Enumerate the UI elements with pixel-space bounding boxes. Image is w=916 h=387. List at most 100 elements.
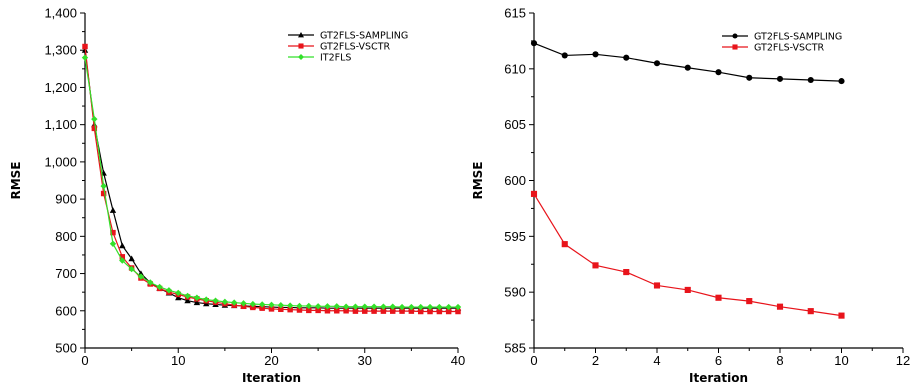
data-point <box>137 273 145 280</box>
data-point <box>561 241 568 248</box>
data-point <box>259 305 265 311</box>
series-gt2fls-sampling <box>530 40 845 85</box>
legend-marker <box>732 33 738 39</box>
y-tick-label: 610 <box>504 61 526 76</box>
data-point <box>119 257 126 264</box>
x-tick-label: 10 <box>171 353 185 368</box>
y-tick-label: 1,000 <box>44 154 77 169</box>
data-point <box>592 51 599 58</box>
x-tick-label: 6 <box>715 353 722 368</box>
data-point <box>119 242 126 249</box>
data-point <box>165 287 173 294</box>
chart-left: 500 600 700 800 900 1,000 1,100 1,200 1,300 1,400… <box>9 6 465 386</box>
y-tick-label: 615 <box>504 6 526 21</box>
data-point <box>287 306 293 313</box>
data-point <box>119 254 126 260</box>
data-point <box>807 308 814 315</box>
data-point <box>371 308 377 314</box>
x-tick-label: 12 <box>896 353 910 368</box>
data-point <box>91 125 98 132</box>
series-gt2fls-vsctr <box>530 190 845 319</box>
data-point <box>684 64 691 71</box>
data-point <box>838 312 845 319</box>
data-point <box>184 297 191 304</box>
data-point <box>398 303 406 311</box>
data-point <box>334 308 340 314</box>
data-point <box>370 303 378 310</box>
y-tick-label: 600 <box>55 303 77 318</box>
data-point <box>746 74 753 81</box>
data-point <box>315 307 321 314</box>
data-point <box>91 115 98 123</box>
data-point <box>81 54 89 61</box>
series-gt2fls-vsctr <box>82 43 461 315</box>
data-point <box>100 182 107 190</box>
data-point <box>286 302 294 309</box>
data-point <box>352 303 359 310</box>
y-tick-label: 1,300 <box>44 43 77 58</box>
data-point <box>445 308 452 315</box>
x-tick-label: 2 <box>592 353 599 368</box>
data-point <box>380 308 387 314</box>
legend-marker <box>298 54 304 60</box>
x-axis-title: Iteration <box>242 371 301 385</box>
series-line <box>84 57 458 308</box>
data-point <box>561 52 568 59</box>
legend-marker <box>298 32 304 38</box>
data-point <box>436 308 443 315</box>
data-point <box>268 306 275 312</box>
data-point <box>417 303 424 311</box>
data-point <box>212 297 219 304</box>
data-point <box>342 303 350 310</box>
data-point <box>333 303 340 310</box>
data-point <box>147 279 154 286</box>
data-point <box>109 240 117 247</box>
data-point <box>221 298 229 306</box>
x-tick-label: 40 <box>451 353 465 368</box>
x-tick-label: 10 <box>834 353 848 368</box>
data-point <box>128 265 135 273</box>
y-tick-label: 605 <box>504 117 526 132</box>
data-point <box>362 308 368 314</box>
chart-right: 585 590 595 600 605 610 615 0 2 4 6 8 10 12 Iteration R… <box>471 6 910 386</box>
data-point <box>110 229 116 236</box>
y-tick-label: 590 <box>504 285 526 300</box>
y-tick-label: 800 <box>55 229 77 244</box>
data-point <box>193 299 201 306</box>
series-gt2fls-sampling <box>81 47 462 311</box>
y-tick-label: 900 <box>55 192 77 207</box>
data-point <box>807 76 814 84</box>
legend-label: GT2FLS-VSCTR <box>754 43 824 54</box>
data-point <box>324 303 331 310</box>
data-point <box>250 304 256 311</box>
legend-label: IT2FLS <box>320 53 351 64</box>
legend-marker <box>298 43 304 49</box>
x-tick-label: 30 <box>358 353 372 368</box>
data-point <box>776 303 784 310</box>
data-point <box>776 75 784 82</box>
data-point <box>203 296 210 303</box>
data-point <box>838 78 845 85</box>
y-tick-label: 585 <box>504 341 526 356</box>
data-point <box>530 190 538 197</box>
data-point <box>427 308 433 315</box>
data-point <box>306 307 312 314</box>
data-point <box>156 283 163 291</box>
data-point <box>445 303 452 311</box>
data-point <box>715 294 722 301</box>
y-tick-label: 500 <box>55 341 77 356</box>
data-point <box>175 289 182 297</box>
data-point <box>268 301 275 309</box>
data-point <box>175 294 182 301</box>
data-point <box>258 301 266 308</box>
series-line <box>84 50 458 309</box>
data-point <box>530 40 538 47</box>
data-point <box>352 308 359 314</box>
data-point <box>684 286 691 293</box>
x-tick-label: 20 <box>264 353 278 368</box>
data-point <box>314 303 322 310</box>
data-point <box>454 303 462 311</box>
